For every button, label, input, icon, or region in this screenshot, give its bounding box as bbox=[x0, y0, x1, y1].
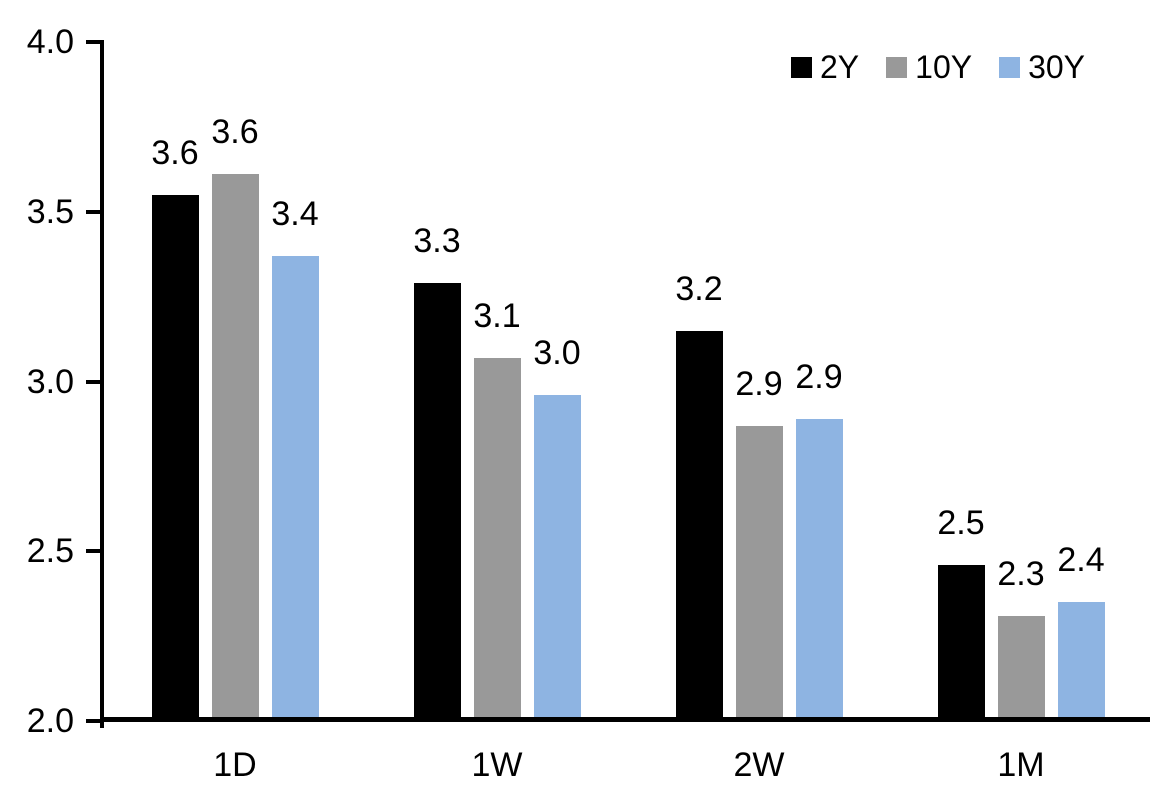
y-tick-label: 4.0 bbox=[26, 23, 74, 61]
bar-value-label: 2.9 bbox=[735, 364, 783, 403]
bar-value-label: 3.2 bbox=[675, 269, 723, 308]
x-category-label: 1M bbox=[997, 746, 1045, 784]
bar-value-label: 2.3 bbox=[997, 554, 1045, 593]
y-tick-mark bbox=[86, 379, 102, 384]
bar-30Y-2W bbox=[795, 418, 843, 717]
bar-30Y-1D bbox=[271, 255, 319, 717]
legend-item-2Y: 2Y bbox=[791, 51, 859, 83]
y-axis-line bbox=[100, 40, 104, 728]
x-axis-line bbox=[100, 717, 1150, 722]
legend-label: 30Y bbox=[1028, 49, 1086, 85]
bar-value-label: 2.4 bbox=[1057, 541, 1105, 580]
bar-10Y-2W bbox=[735, 425, 783, 717]
bar-value-label: 3.4 bbox=[271, 194, 319, 233]
bar-value-label: 3.0 bbox=[533, 334, 581, 373]
legend-swatch-icon bbox=[886, 56, 908, 78]
legend-label: 10Y bbox=[915, 49, 973, 85]
x-category-label: 1W bbox=[471, 746, 523, 784]
y-tick-mark bbox=[86, 549, 102, 554]
bar-10Y-1W bbox=[473, 357, 521, 717]
bar-value-label: 2.9 bbox=[795, 357, 843, 396]
legend: 2Y 10Y 30Y bbox=[791, 51, 1085, 83]
bar-value-label: 3.1 bbox=[473, 296, 521, 335]
y-tick-mark bbox=[86, 719, 102, 723]
legend-swatch-icon bbox=[791, 56, 812, 78]
y-tick-mark bbox=[86, 40, 102, 44]
y-tick-label: 3.0 bbox=[26, 362, 74, 401]
bar-value-label: 3.6 bbox=[211, 113, 259, 152]
bar-10Y-1M bbox=[997, 615, 1045, 717]
bar-2Y-1D bbox=[151, 194, 199, 717]
legend-item-10Y: 10Y bbox=[886, 51, 972, 83]
legend-item-30Y: 30Y bbox=[999, 51, 1085, 83]
legend-swatch-icon bbox=[999, 56, 1021, 78]
bar-2Y-1M bbox=[937, 564, 985, 717]
x-category-label: 2W bbox=[733, 746, 785, 784]
bar-value-label: 2.5 bbox=[937, 503, 985, 542]
y-tick-label: 2.5 bbox=[26, 532, 74, 571]
bar-2Y-1W bbox=[413, 283, 461, 717]
bar-value-label: 3.3 bbox=[413, 222, 461, 261]
y-tick-label: 2.0 bbox=[26, 702, 74, 740]
bar-value-label: 3.6 bbox=[151, 133, 199, 172]
legend-label: 2Y bbox=[820, 49, 860, 85]
x-category-label: 1D bbox=[213, 746, 257, 784]
y-tick-label: 3.5 bbox=[26, 192, 74, 231]
bar-30Y-1W bbox=[533, 395, 581, 717]
bar-30Y-1M bbox=[1057, 602, 1105, 717]
bar-2Y-2W bbox=[675, 330, 723, 717]
y-tick-mark bbox=[86, 209, 102, 214]
bar-10Y-1D bbox=[211, 174, 259, 717]
